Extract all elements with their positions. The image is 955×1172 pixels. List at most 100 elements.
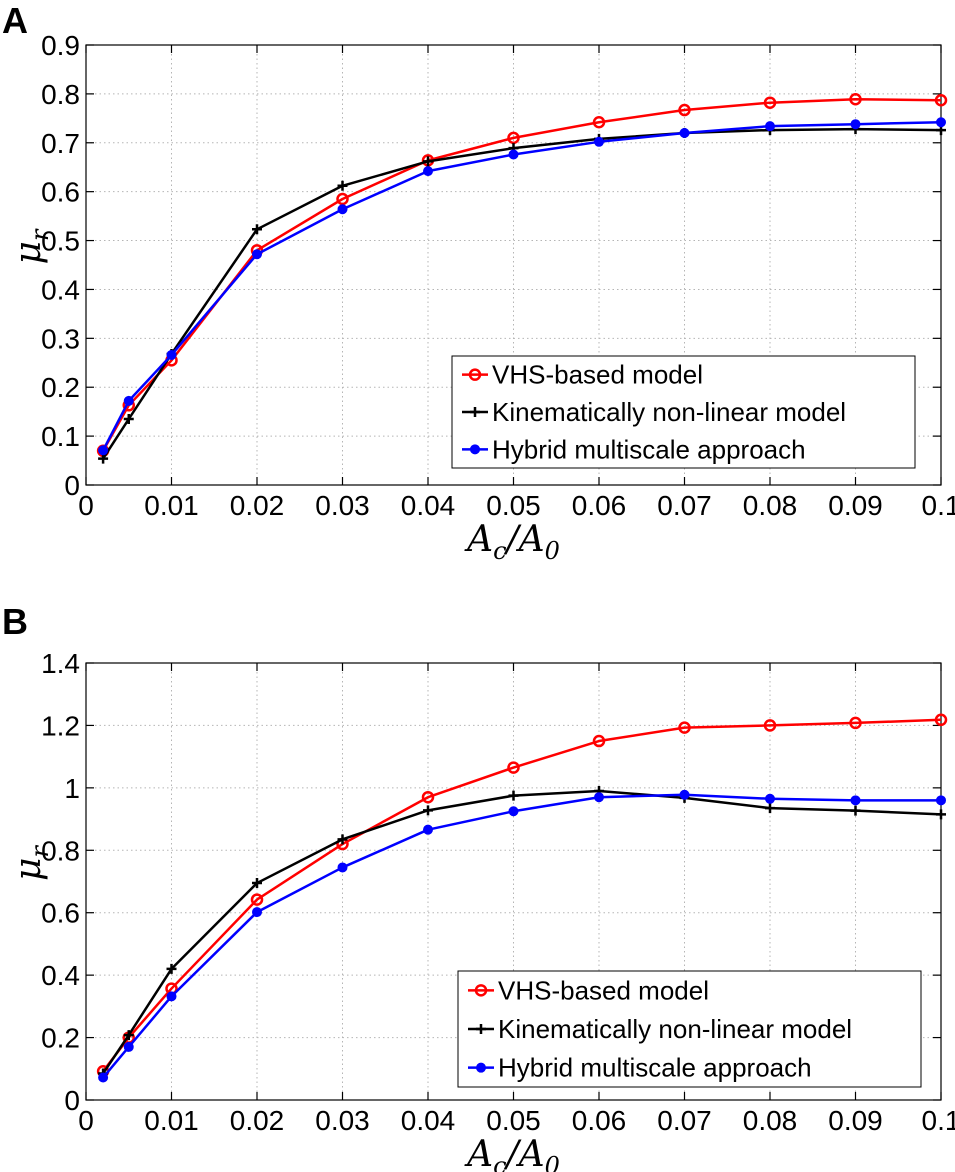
y-axis-label: μr [8, 228, 54, 264]
data-point [763, 719, 777, 732]
x-tick-label: 0.03 [315, 1105, 370, 1136]
legend-label: Hybrid multiscale approach [492, 434, 806, 464]
data-point [423, 824, 433, 835]
chart-b-svg: B 0 0.01 0.02 0.03 0.04 0.05 0.06 0.07 0.08 0.09 0.… [2, 601, 955, 1172]
data-point [765, 793, 775, 804]
data-point [508, 149, 519, 160]
x-tick-label: 0.04 [401, 1105, 456, 1136]
data-point [252, 224, 262, 235]
x-tick-label: 0 [78, 1105, 94, 1136]
y-tick-label: 0.4 [41, 960, 80, 991]
y-tick-label: 0.6 [41, 898, 80, 929]
y-tick-label: 0.2 [41, 372, 80, 403]
data-point [594, 136, 604, 147]
data-point [936, 117, 946, 128]
data-point [423, 166, 433, 177]
y-axis-label: μr [8, 845, 54, 881]
data-point [123, 1041, 134, 1052]
legend-swatch-marker [476, 1024, 486, 1034]
x-tick-label: 0.1 [922, 490, 955, 521]
legend-label: Kinematically non-linear model [492, 397, 846, 427]
y-tick-label: 0.9 [41, 30, 80, 61]
data-point [679, 128, 690, 138]
data-point [594, 792, 604, 803]
data-point [592, 115, 606, 129]
y-tick-label: 0.8 [41, 835, 80, 866]
data-point [850, 805, 861, 816]
data-point [423, 156, 433, 167]
x-tick-label: 0.02 [230, 1105, 285, 1136]
y-tick-label: 0.1 [41, 421, 80, 452]
legend-swatch-marker [476, 1062, 486, 1073]
legend-box [457, 970, 922, 1088]
data-point [849, 716, 862, 730]
y-tick-label: 0.7 [41, 128, 80, 159]
data-point [166, 963, 177, 974]
legend-entry: VHS-based model [468, 975, 709, 1005]
legend-label: Hybrid multiscale approach [498, 1053, 812, 1083]
legend-label: VHS-based model [492, 360, 703, 390]
data-point [98, 445, 109, 456]
chart-panel-a: A 0 0.01 0.02 0.03 0.04 0.05 0.06 0.07 0.08 0.09 0.… [2, 0, 955, 565]
data-point [934, 93, 948, 107]
series-3 [98, 117, 946, 456]
legend: VHS-based model Kinematically non-linear … [451, 355, 916, 469]
x-tick-label: 0.07 [657, 490, 712, 521]
y-tick-label: 1.2 [41, 710, 80, 741]
data-point [252, 878, 262, 889]
data-point [337, 834, 348, 845]
data-point [678, 103, 691, 117]
data-point [765, 121, 775, 132]
y-tick-label: 1 [64, 773, 80, 804]
data-point [166, 991, 177, 1002]
data-point [123, 395, 134, 406]
data-point [679, 789, 690, 800]
y-tick-label: 0 [64, 1085, 80, 1116]
data-point [337, 204, 348, 215]
series-1 [96, 713, 948, 1078]
data-point [508, 806, 519, 817]
data-point [507, 761, 520, 774]
y-tick-label: 0.8 [41, 79, 80, 110]
x-tick-label: 0 [78, 490, 94, 521]
y-tick-label: 0.6 [41, 177, 80, 208]
series-line [102, 793, 941, 1079]
legend-swatch-marker [468, 368, 482, 381]
panel-label: B [2, 601, 28, 642]
data-point [849, 93, 862, 106]
y-tick-label: 0.4 [41, 274, 80, 305]
x-axis-label: Ac/A0 [464, 1134, 560, 1172]
legend-entry: Kinematically non-linear model [468, 1014, 852, 1044]
legend-swatch-marker [474, 984, 488, 997]
legend-label: Kinematically non-linear model [498, 1014, 852, 1044]
data-point [678, 721, 691, 734]
x-tick-label: 0.01 [144, 490, 199, 521]
chart-panel-b: B 0 0.01 0.02 0.03 0.04 0.05 0.06 0.07 0.08 0.09 0.… [0, 586, 955, 1172]
data-point [936, 795, 946, 806]
y-tick-label: 0 [64, 470, 80, 501]
data-point [166, 349, 177, 360]
series-line [101, 120, 942, 451]
data-point [508, 790, 519, 801]
data-point [763, 96, 777, 109]
y-tick-label: 0.3 [41, 323, 80, 354]
x-tick-label: 0.05 [486, 490, 541, 521]
x-tick-label: 0.08 [743, 490, 798, 521]
series-line [102, 718, 942, 1073]
legend-entry: Hybrid multiscale approach [462, 434, 806, 464]
data-point [336, 192, 349, 206]
data-point [123, 414, 134, 424]
series-line [102, 789, 942, 1075]
legend-box [451, 355, 916, 469]
x-tick-label: 0.1 [922, 1105, 955, 1136]
data-point [592, 734, 606, 748]
legend-swatch-marker [470, 407, 480, 417]
legend-entry: VHS-based model [462, 360, 703, 390]
data-point [421, 790, 435, 804]
x-tick-label: 0.09 [828, 1105, 883, 1136]
series-3 [98, 789, 946, 1083]
x-tick-label: 0.09 [828, 490, 883, 521]
data-point [423, 805, 433, 816]
legend-swatch-marker [470, 444, 480, 455]
y-tick-label: 0.2 [41, 1023, 80, 1054]
